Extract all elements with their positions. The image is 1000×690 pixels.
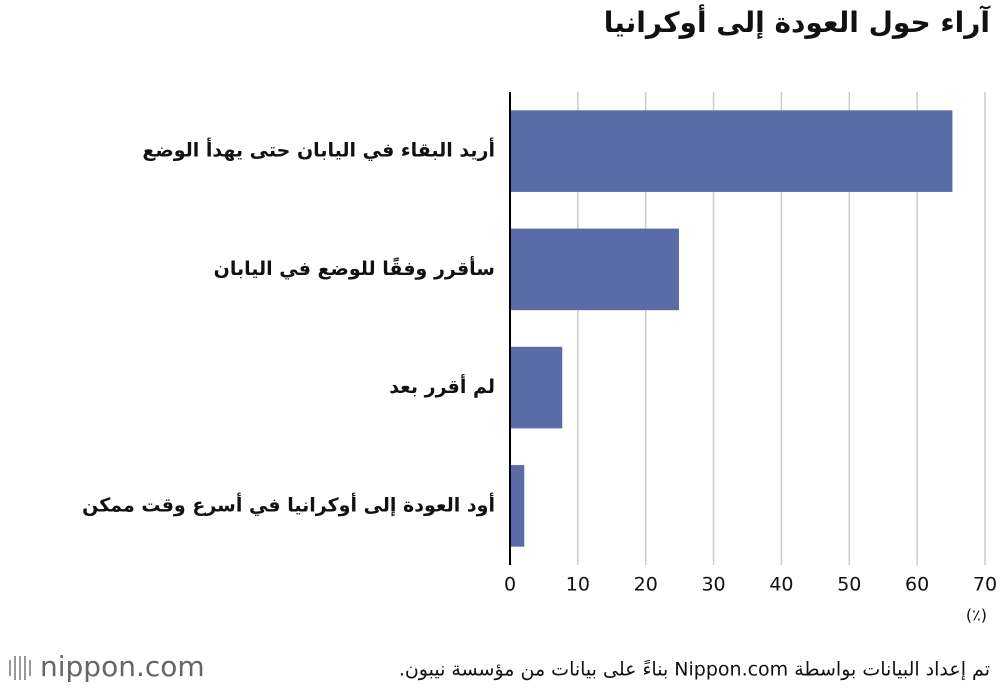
source: تم إعداد البيانات بواسطة Nippon.com بناء…: [399, 659, 990, 682]
y-tick-label: سأقرر وفقًا للوضع في اليابان: [214, 256, 495, 280]
logo-mark: [9, 656, 31, 680]
x-tick-label: 50: [837, 574, 861, 596]
y-tick-label: أريد البقاء في اليابان حتى يهدأ الوضع: [142, 138, 495, 162]
x-tick-label: 40: [769, 574, 793, 596]
x-unit-label: (٪): [966, 606, 987, 625]
bar: [510, 465, 525, 547]
x-tick-label: 0: [504, 574, 516, 596]
logo: nippon.com: [40, 650, 205, 683]
x-tick-label: 60: [905, 574, 929, 596]
y-tick-label: لم أقرر بعد: [389, 374, 495, 398]
x-tick-label: 20: [634, 574, 658, 596]
y-tick-label: أود العودة إلى أوكرانيا في أسرع وقت ممكن: [82, 492, 495, 516]
x-tick-label: 70: [973, 574, 997, 596]
x-tick-label: 30: [701, 574, 725, 596]
bar: [510, 346, 563, 429]
chart-title: آراء حول العودة إلى أوكرانيا: [604, 4, 992, 40]
bar: [510, 110, 953, 192]
bar: [510, 228, 679, 311]
x-tick-label: 10: [566, 574, 590, 596]
